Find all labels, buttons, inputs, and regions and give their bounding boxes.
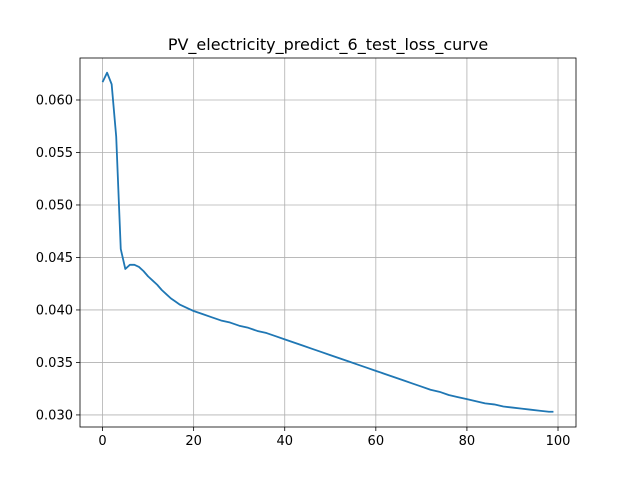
chart-title: PV_electricity_predict_6_test_loss_curve: [168, 35, 488, 55]
x-tick-label: 60: [368, 434, 385, 449]
y-tick-label: 0.060: [36, 93, 73, 108]
series-line: [101, 71, 554, 413]
y-tick-label: 0.035: [36, 356, 73, 371]
plot-frame: [79, 57, 577, 428]
x-tick-label: 100: [546, 434, 571, 449]
y-tick-label: 0.040: [36, 303, 73, 318]
y-tick-label: 0.050: [36, 198, 73, 213]
x-tick-label: 80: [459, 434, 476, 449]
axis-ticks: 0 20 40 60 80 100 0.030 0.035 0.040 0.045 0.050 0.0…: [36, 93, 571, 449]
x-tick-label: 40: [276, 434, 293, 449]
grid: [80, 58, 576, 427]
y-tick-label: 0.045: [36, 251, 73, 266]
x-tick-label: 20: [185, 434, 202, 449]
series-layer: [101, 71, 554, 413]
y-tick-label: 0.055: [36, 146, 73, 161]
y-tick-label: 0.030: [36, 408, 73, 423]
x-tick-label: 0: [98, 434, 106, 449]
